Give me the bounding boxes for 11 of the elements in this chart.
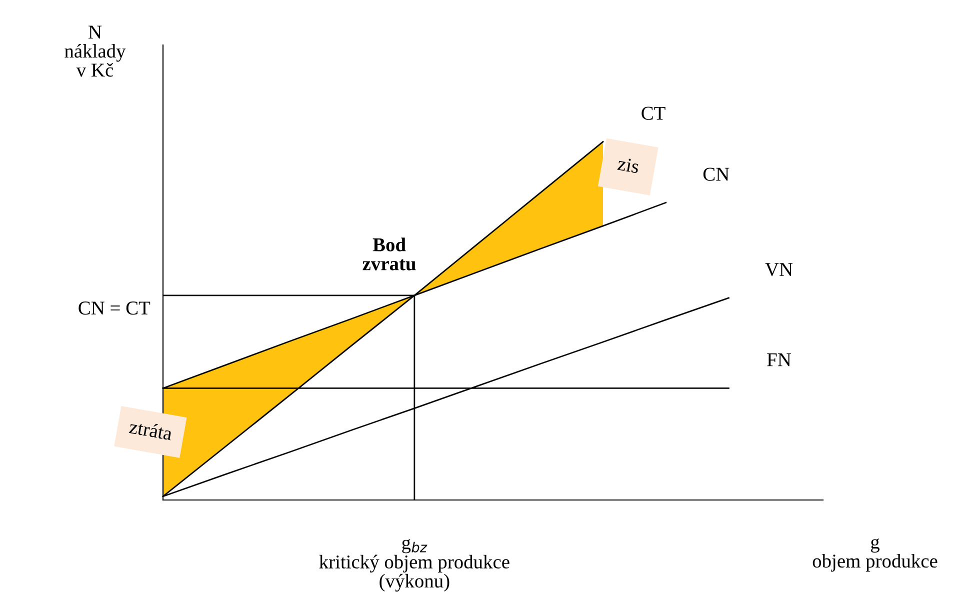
annotation: Bod zvratu	[362, 238, 416, 270]
annotation: zis	[617, 156, 640, 174]
annotation: ztráta	[128, 420, 173, 440]
text: VN	[765, 263, 793, 276]
text: CT	[642, 106, 666, 120]
text: FN	[767, 353, 791, 366]
text: g$_{bz}$ kritický objem produkce (výkonu)	[319, 539, 510, 592]
x-axis-title: g objem produkce	[812, 538, 938, 572]
text: CN	[703, 168, 730, 181]
ref-line-label: CN = CT	[78, 302, 150, 315]
y-axis-title: N náklady v Kč	[64, 26, 126, 77]
